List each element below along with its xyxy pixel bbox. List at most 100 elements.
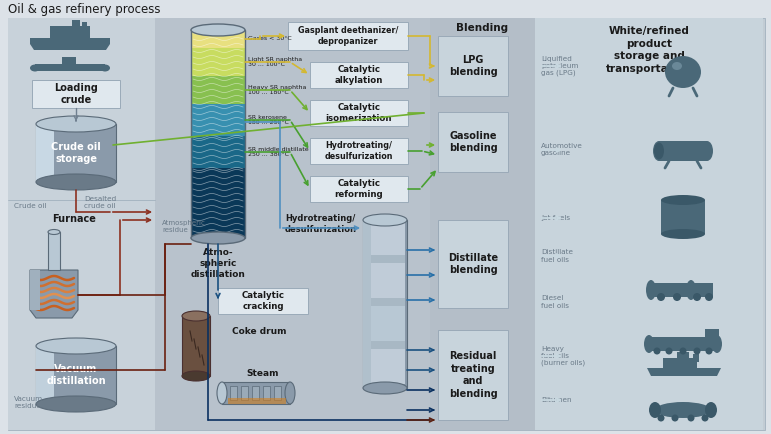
Bar (82, 22, 87, 31)
Bar (363, 220, 371, 388)
Text: Catalytic
reforming: Catalytic reforming (335, 179, 383, 199)
Text: Vacuum
residue: Vacuum residue (14, 396, 43, 409)
Ellipse shape (673, 293, 681, 301)
Text: Furnace: Furnace (52, 214, 96, 224)
Text: Catalytic
isomerization: Catalytic isomerization (326, 103, 392, 123)
Bar (62, 57, 76, 64)
Ellipse shape (702, 414, 709, 421)
Text: Automotive
gasoline: Automotive gasoline (541, 144, 583, 157)
Polygon shape (647, 368, 721, 376)
Text: Crude oil
storage: Crude oil storage (51, 142, 101, 164)
Bar (365, 306, 405, 341)
Bar (50, 26, 90, 38)
Ellipse shape (36, 396, 116, 412)
Text: Coke drum: Coke drum (232, 328, 287, 336)
FancyBboxPatch shape (32, 80, 120, 108)
Ellipse shape (665, 348, 672, 355)
Bar (363, 220, 407, 388)
Ellipse shape (654, 348, 661, 355)
Bar (191, 76, 245, 104)
Text: Steam: Steam (246, 369, 278, 378)
Text: Catalytic
alkylation: Catalytic alkylation (335, 65, 383, 85)
Text: Hydrotreating/
desulfurization: Hydrotreating/ desulfurization (285, 214, 357, 234)
Ellipse shape (712, 335, 722, 353)
Text: Liquified
petroleum
gas (LPG): Liquified petroleum gas (LPG) (541, 56, 578, 76)
Text: Heavy SR naphtha
100 ... 180°C: Heavy SR naphtha 100 ... 180°C (248, 85, 306, 95)
Text: Crude oil: Crude oil (14, 203, 46, 209)
Ellipse shape (661, 229, 705, 239)
Ellipse shape (693, 348, 701, 355)
Bar (48, 232, 60, 270)
Ellipse shape (654, 142, 664, 160)
Bar (30, 270, 40, 310)
Ellipse shape (688, 414, 695, 421)
Text: Jet fuels: Jet fuels (541, 215, 570, 221)
Ellipse shape (363, 382, 407, 394)
Text: Gasoline
blending: Gasoline blending (449, 131, 497, 153)
Text: Loading
crude: Loading crude (54, 83, 98, 105)
Ellipse shape (285, 382, 295, 404)
Ellipse shape (705, 402, 717, 418)
Bar (649, 337, 717, 351)
Bar (241, 386, 248, 400)
Ellipse shape (644, 335, 654, 353)
Polygon shape (30, 38, 110, 50)
Bar (0, 0, 771, 18)
Bar (365, 349, 405, 384)
Bar (365, 263, 405, 298)
Text: Blending: Blending (456, 23, 509, 33)
Ellipse shape (191, 232, 245, 244)
Text: Hydrotreating/
desulfurization: Hydrotreating/ desulfurization (325, 141, 393, 161)
Ellipse shape (665, 56, 701, 88)
Ellipse shape (705, 348, 712, 355)
Ellipse shape (100, 65, 110, 72)
Ellipse shape (693, 293, 701, 301)
Ellipse shape (679, 348, 686, 355)
Bar (661, 200, 705, 234)
Text: Residual
treating
and
blending: Residual treating and blending (449, 352, 497, 398)
Ellipse shape (705, 293, 713, 301)
Text: Distillate
blending: Distillate blending (448, 253, 498, 275)
Text: Heavy
fuel oils
(burner oils): Heavy fuel oils (burner oils) (541, 346, 585, 366)
Ellipse shape (182, 311, 210, 321)
FancyBboxPatch shape (310, 100, 408, 126)
Bar (691, 283, 713, 297)
Bar (365, 255, 405, 263)
Bar (36, 124, 54, 182)
Text: Atmospheric
residue: Atmospheric residue (162, 220, 206, 233)
Ellipse shape (30, 65, 40, 72)
Bar (651, 283, 691, 297)
Ellipse shape (653, 141, 665, 161)
Bar (230, 386, 237, 400)
Bar (430, 18, 535, 430)
Text: Gasplant deethanizer/
depropanizer: Gasplant deethanizer/ depropanizer (298, 26, 398, 46)
FancyBboxPatch shape (310, 176, 408, 202)
Ellipse shape (655, 402, 711, 418)
Ellipse shape (658, 414, 665, 421)
Bar (677, 352, 689, 358)
Text: White/refined
product
storage and
transportation: White/refined product storage and transp… (606, 26, 692, 74)
Text: Light SR naphtha
30 ... 100°C: Light SR naphtha 30 ... 100°C (248, 56, 302, 67)
Text: Oil & gas refinery process: Oil & gas refinery process (8, 3, 160, 16)
Text: Vacuum
distillation: Vacuum distillation (46, 364, 106, 386)
Bar (252, 386, 259, 400)
Text: Desalted
crude oil: Desalted crude oil (84, 196, 116, 209)
Bar (191, 136, 245, 168)
FancyBboxPatch shape (310, 138, 408, 164)
Ellipse shape (36, 338, 116, 354)
Ellipse shape (661, 195, 705, 205)
FancyBboxPatch shape (310, 62, 408, 88)
FancyBboxPatch shape (438, 36, 508, 96)
Ellipse shape (36, 116, 116, 132)
Bar (191, 30, 245, 238)
Ellipse shape (646, 280, 656, 300)
Ellipse shape (217, 382, 227, 404)
Ellipse shape (672, 62, 682, 70)
Bar (365, 298, 405, 306)
Ellipse shape (191, 24, 245, 36)
Ellipse shape (672, 414, 678, 421)
Text: Gases < 30°C: Gases < 30°C (248, 36, 291, 42)
FancyBboxPatch shape (218, 288, 308, 314)
Ellipse shape (701, 141, 713, 161)
Bar (222, 382, 290, 404)
